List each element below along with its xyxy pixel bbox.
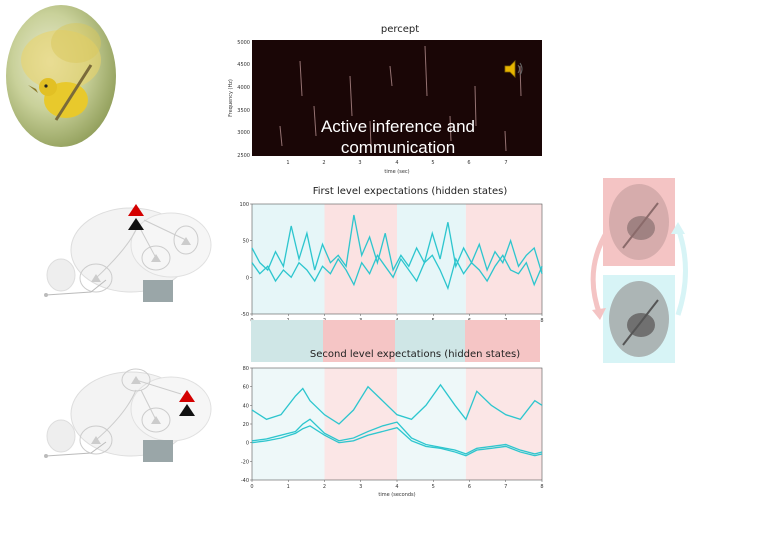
time-band-3 (465, 368, 542, 480)
spectrogram-xticks: 1 2 3 4 5 6 7 (286, 160, 507, 166)
xtick-label: 7 (504, 484, 507, 490)
series-line-1 (251, 253, 543, 291)
black-triangle-marker-2 (179, 404, 195, 416)
chart1-title: First level expectations (hidden states) (312, 186, 508, 197)
svg-text:3500: 3500 (237, 108, 250, 114)
xtick-label: 6 (468, 484, 471, 490)
chart2-title: Second level expectations (hidden states… (309, 349, 521, 360)
xtick-label: 0 (250, 484, 253, 490)
xtick-label: 2 (323, 484, 326, 490)
bird-panel-pink (603, 178, 675, 266)
svg-text:5: 5 (431, 160, 434, 166)
red-triangle-marker (128, 204, 144, 216)
ytick-label: 40 (243, 403, 249, 409)
first-level-chart: -50050100012345678time (seconds) (239, 202, 543, 332)
xaxis-label: time (seconds) (378, 492, 415, 498)
time-band-1 (324, 204, 397, 314)
xtick-label: 1 (287, 484, 290, 490)
time-band-1 (324, 368, 397, 480)
ytick-label: 50 (243, 239, 249, 245)
time-band-0 (252, 368, 325, 480)
gray-square-marker-2 (143, 440, 173, 462)
svg-text:2500: 2500 (237, 153, 250, 159)
svg-text:4000: 4000 (237, 85, 250, 91)
xtick-label: 3 (359, 484, 362, 490)
ytick-label: 0 (246, 441, 249, 447)
network-diagram-second (44, 368, 212, 462)
time-band-0 (252, 204, 325, 314)
gray-square-marker (143, 280, 173, 302)
svg-text:5000: 5000 (237, 40, 250, 46)
series-line-0 (251, 214, 543, 274)
spectrogram-ylabel: Frequency (Hz) (228, 79, 234, 117)
network-diagram-first (44, 204, 212, 302)
time-band-2 (397, 368, 466, 480)
svg-text:3: 3 (358, 160, 361, 166)
ytick-label: -20 (241, 459, 249, 465)
svg-text:7: 7 (504, 160, 507, 166)
second-level-chart: -40 -20 0 20 40 60 80 0 1 2 3 4 5 6 7 8 time (seconds) (241, 366, 544, 498)
cycle-arrows (590, 222, 688, 320)
svg-text:6: 6 (467, 160, 470, 166)
svg-text:1: 1 (286, 160, 289, 166)
spectrogram-canvas (252, 40, 542, 156)
spectrogram-xlabel: time (sec) (384, 169, 409, 175)
time-band-right (465, 320, 540, 362)
xtick-label: 5 (432, 484, 435, 490)
spectrogram: 5000 4500 4000 3500 3000 2500 1 2 3 4 5 … (228, 40, 542, 175)
red-triangle-marker-2 (179, 390, 195, 402)
bird-illustration (21, 23, 101, 121)
ytick-label: 100 (239, 202, 249, 208)
svg-text:2: 2 (322, 160, 325, 166)
ytick-label: 20 (243, 422, 249, 428)
bird-panel-cyan (603, 275, 675, 363)
series-line-0 (251, 383, 543, 425)
xtick-label: 8 (540, 318, 543, 324)
series-line-1 (251, 418, 543, 455)
arrow-up-icon (671, 222, 685, 234)
ytick-label: -50 (241, 312, 249, 318)
spectrogram-streaks (279, 45, 522, 152)
ytick-label: -40 (241, 478, 249, 484)
ytick-label: 0 (246, 275, 249, 281)
slide-title-line2: communication (340, 138, 456, 157)
series-line-2 (251, 425, 543, 457)
time-band-left (251, 320, 323, 362)
slide-title-overlay: Active inference and communication (288, 116, 508, 158)
ytick-label: 60 (243, 385, 249, 391)
bird-photo (6, 5, 116, 147)
black-triangle-marker (128, 218, 144, 230)
ytick-label: 80 (243, 366, 249, 372)
arrow-down-icon (592, 308, 606, 320)
speaker-icon[interactable] (502, 58, 526, 80)
spectrogram-title: percept (380, 24, 420, 35)
time-band-mid2 (395, 320, 465, 362)
svg-text:3000: 3000 (237, 130, 250, 136)
spectrogram-yticks: 5000 4500 4000 3500 3000 2500 (237, 40, 250, 159)
time-band-mid (323, 320, 395, 362)
slide-title-line1: Active inference and (320, 117, 476, 136)
xtick-label: 4 (395, 484, 398, 490)
svg-text:4500: 4500 (237, 62, 250, 68)
svg-text:4: 4 (395, 160, 398, 166)
xtick-label: 8 (540, 484, 543, 490)
